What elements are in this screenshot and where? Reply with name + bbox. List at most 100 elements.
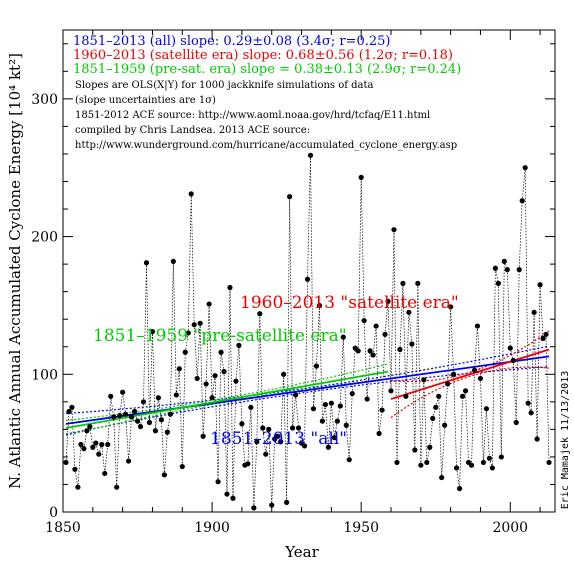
connector-line — [506, 269, 511, 349]
data-point — [346, 457, 352, 463]
data-point — [179, 463, 185, 470]
connector-line — [125, 414, 129, 462]
connector-line — [500, 261, 505, 457]
connector-line — [444, 383, 449, 426]
connector-line — [420, 379, 425, 466]
data-point — [245, 461, 251, 467]
connector-line — [71, 407, 76, 470]
data-point — [516, 267, 522, 273]
data-point — [182, 349, 188, 355]
connector-line — [518, 200, 523, 270]
data-point — [284, 499, 290, 505]
y-tick-label: 200 — [31, 230, 58, 246]
data-point — [364, 396, 370, 402]
connector-line — [441, 425, 446, 478]
connector-line — [465, 390, 469, 463]
connector-line — [199, 323, 204, 437]
connector-line — [313, 365, 317, 409]
connector-line — [253, 441, 258, 508]
connector-line — [447, 306, 451, 384]
data-point — [319, 418, 326, 424]
data-point — [421, 377, 427, 383]
data-point — [528, 410, 534, 416]
data-point — [501, 258, 507, 264]
data-point — [69, 404, 75, 410]
data-point — [146, 419, 153, 426]
connector-line — [116, 415, 121, 488]
connector-line — [190, 193, 195, 325]
connector-line — [167, 414, 171, 433]
data-point — [117, 413, 123, 419]
data-point — [337, 403, 343, 409]
connector-line — [319, 305, 323, 422]
data-point — [322, 401, 328, 408]
connector-line — [217, 352, 222, 482]
data-point — [278, 439, 284, 445]
note-line-1: Slopes are OLS(X|Y) for 1000 jackknife s… — [75, 80, 374, 91]
data-point — [397, 346, 403, 353]
data-point — [114, 484, 120, 490]
connector-line — [202, 383, 207, 437]
data-point — [248, 404, 254, 410]
data-point — [370, 352, 376, 358]
data-point — [310, 406, 317, 412]
data-point — [430, 415, 436, 421]
data-point — [400, 280, 406, 286]
connector-line — [256, 313, 261, 442]
data-point — [507, 345, 513, 351]
connector-line — [402, 283, 407, 397]
data-point — [120, 389, 126, 395]
data-point — [451, 371, 457, 377]
data-point — [96, 451, 102, 457]
data-point — [197, 320, 203, 326]
data-point — [409, 341, 415, 347]
data-point — [483, 406, 490, 412]
data-point — [292, 392, 299, 398]
fit-band-lower — [65, 366, 550, 435]
data-point — [325, 444, 331, 450]
connector-line — [83, 430, 88, 449]
connector-line — [357, 177, 362, 351]
connector-line — [235, 345, 240, 382]
data-point — [492, 265, 498, 271]
connector-line — [259, 313, 264, 429]
connector-line — [316, 305, 320, 367]
data-point — [462, 388, 469, 394]
data-point — [468, 462, 475, 468]
data-point — [316, 302, 323, 309]
connector-line — [169, 261, 174, 415]
data-point — [167, 411, 173, 417]
data-point — [269, 502, 275, 508]
data-point — [349, 390, 355, 397]
connector-line — [214, 375, 219, 482]
connector-line — [524, 167, 529, 404]
data-point — [388, 388, 394, 394]
fit-band-upper — [65, 363, 389, 422]
data-point — [227, 284, 233, 291]
data-point — [313, 363, 320, 369]
data-point — [504, 267, 510, 273]
connector-line — [77, 444, 82, 488]
data-point — [382, 331, 388, 337]
connector-line — [497, 283, 502, 457]
data-point — [128, 414, 135, 420]
data-point — [155, 395, 162, 401]
data-point — [221, 368, 227, 375]
connector-line — [119, 392, 123, 416]
data-point — [424, 459, 430, 466]
y-tick-label: 100 — [31, 367, 58, 383]
data-point — [170, 258, 176, 264]
y-tick-label: 0 — [49, 505, 58, 521]
connector-line — [456, 467, 460, 489]
connector-line — [438, 396, 443, 478]
data-point — [66, 408, 72, 415]
data-point — [454, 465, 460, 471]
data-point — [134, 418, 141, 424]
connector-line — [104, 444, 109, 474]
data-point — [295, 425, 302, 431]
fit-line — [65, 355, 550, 425]
data-point — [343, 422, 349, 428]
connector-line — [414, 283, 419, 451]
connector-line — [530, 312, 535, 413]
data-point — [367, 348, 373, 354]
